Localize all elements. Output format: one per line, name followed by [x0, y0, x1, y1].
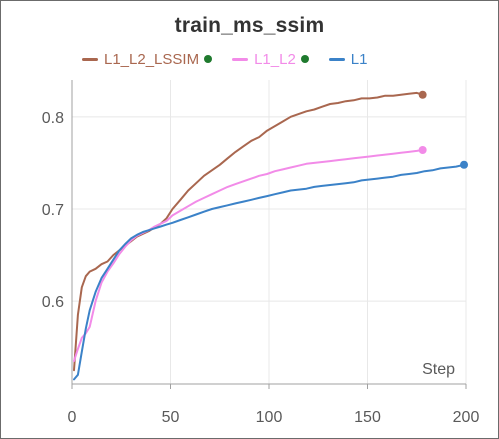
axis-layer	[71, 80, 467, 389]
legend-swatch-l1-l2	[232, 57, 249, 61]
legend-item-l1-l2[interactable]: L1_L2	[232, 51, 309, 68]
legend-swatch-l1	[328, 57, 345, 61]
label-layer: 0.6 0.7 0.8 0 50 100 150 200 Step	[42, 110, 480, 426]
y-tick-label: 0.6	[42, 294, 64, 311]
legend-label-l1: L1	[350, 50, 368, 68]
legend-item-l1[interactable]: L1	[328, 50, 368, 68]
legend-label-l1-l2-lssim: L1_L2_LSSIM	[104, 50, 200, 68]
status-dot-icon	[300, 55, 309, 63]
legend-swatch-l1-l2-lssim	[82, 57, 98, 61]
x-tick-label: 0	[68, 409, 77, 426]
series-line-l1-l2-lssim	[73, 91, 424, 372]
x-tick-label: 100	[256, 409, 283, 426]
x-tick-label: 150	[354, 409, 381, 426]
series-layer	[73, 90, 469, 381]
series-line-l1-l2	[73, 149, 424, 362]
grid-layer	[71, 80, 467, 384]
legend-label-l1-l2: L1_L2	[254, 50, 296, 68]
y-tick-label: 0.7	[42, 202, 64, 219]
legend-item-l1-l2-lssim[interactable]: L1_L2_LSSIM	[82, 50, 213, 68]
series-end-marker-l1-l2-lssim	[418, 90, 427, 99]
series-line-l1	[73, 163, 465, 381]
series-end-marker-l1	[460, 160, 469, 169]
y-tick-label: 0.8	[42, 110, 64, 127]
x-tick-label: 200	[453, 409, 480, 426]
x-axis-label: Step	[422, 361, 455, 378]
legend: L1_L2_LSSIM L1_L2 L1	[82, 48, 387, 70]
x-tick-label: 50	[162, 409, 180, 426]
status-dot-icon	[204, 55, 213, 63]
series-end-marker-l1-l2	[418, 146, 427, 155]
chart-title: train_ms_ssim	[174, 14, 325, 37]
